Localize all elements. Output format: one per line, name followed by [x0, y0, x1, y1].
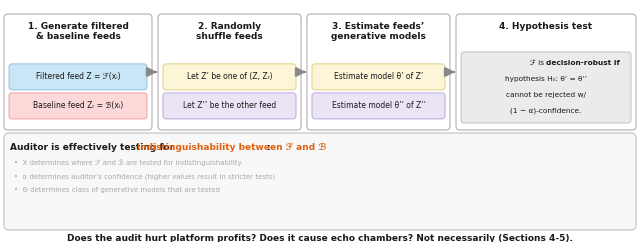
FancyBboxPatch shape	[312, 64, 445, 90]
Text: •  α determines auditor’s confidence (higher values result in stricter tests): • α determines auditor’s confidence (hig…	[14, 173, 275, 180]
Text: (1 − α)-confidence.: (1 − α)-confidence.	[510, 107, 582, 114]
Text: Filtered feed Z = ℱ(xᵢ): Filtered feed Z = ℱ(xᵢ)	[36, 72, 120, 81]
Text: 1. Generate filtered
& baseline feeds: 1. Generate filtered & baseline feeds	[28, 22, 129, 41]
Text: Baseline feed Zᵣ = ℬ(xᵢ): Baseline feed Zᵣ = ℬ(xᵢ)	[33, 101, 123, 110]
Text: Let Z’ be one of (Z, Zᵣ): Let Z’ be one of (Z, Zᵣ)	[187, 72, 272, 81]
FancyBboxPatch shape	[307, 14, 450, 130]
Text: •  Θ determines class of generative models that are tested: • Θ determines class of generative model…	[14, 187, 220, 193]
Text: Auditor is effectively testing for: Auditor is effectively testing for	[10, 143, 177, 152]
Text: Estimate model θ’’ of Z’’: Estimate model θ’’ of Z’’	[332, 101, 426, 110]
FancyBboxPatch shape	[158, 14, 301, 130]
FancyBboxPatch shape	[4, 133, 636, 230]
Text: 2. Randomly
shuffle feeds: 2. Randomly shuffle feeds	[196, 22, 263, 41]
Text: cannot be rejected w/: cannot be rejected w/	[506, 91, 586, 98]
FancyBboxPatch shape	[9, 93, 147, 119]
FancyBboxPatch shape	[461, 52, 631, 123]
Text: Estimate model θ’ of Z’: Estimate model θ’ of Z’	[334, 72, 423, 81]
FancyBboxPatch shape	[4, 14, 152, 130]
Text: hypothesis H₀: θ’ = θ’’: hypothesis H₀: θ’ = θ’’	[505, 76, 587, 82]
Text: •  X determines where ℱ and ℬ are tested for indistinguishability: • X determines where ℱ and ℬ are tested …	[14, 159, 242, 166]
Text: ℱ is: ℱ is	[530, 60, 546, 66]
Text: :: :	[267, 143, 271, 152]
Text: Does the audit hurt platform profits? Does it cause echo chambers? Not necessari: Does the audit hurt platform profits? Do…	[67, 234, 573, 242]
FancyBboxPatch shape	[456, 14, 636, 130]
Text: indistinguishability between ℱ and ℬ: indistinguishability between ℱ and ℬ	[137, 143, 326, 152]
Text: 4. Hypothesis test: 4. Hypothesis test	[499, 22, 593, 31]
Text: 3. Estimate feeds’
generative models: 3. Estimate feeds’ generative models	[331, 22, 426, 41]
FancyBboxPatch shape	[9, 64, 147, 90]
FancyBboxPatch shape	[163, 64, 296, 90]
FancyBboxPatch shape	[163, 93, 296, 119]
Text: decision-robust if: decision-robust if	[546, 60, 620, 66]
Text: Let Z’’ be the other feed: Let Z’’ be the other feed	[183, 101, 276, 110]
FancyBboxPatch shape	[312, 93, 445, 119]
